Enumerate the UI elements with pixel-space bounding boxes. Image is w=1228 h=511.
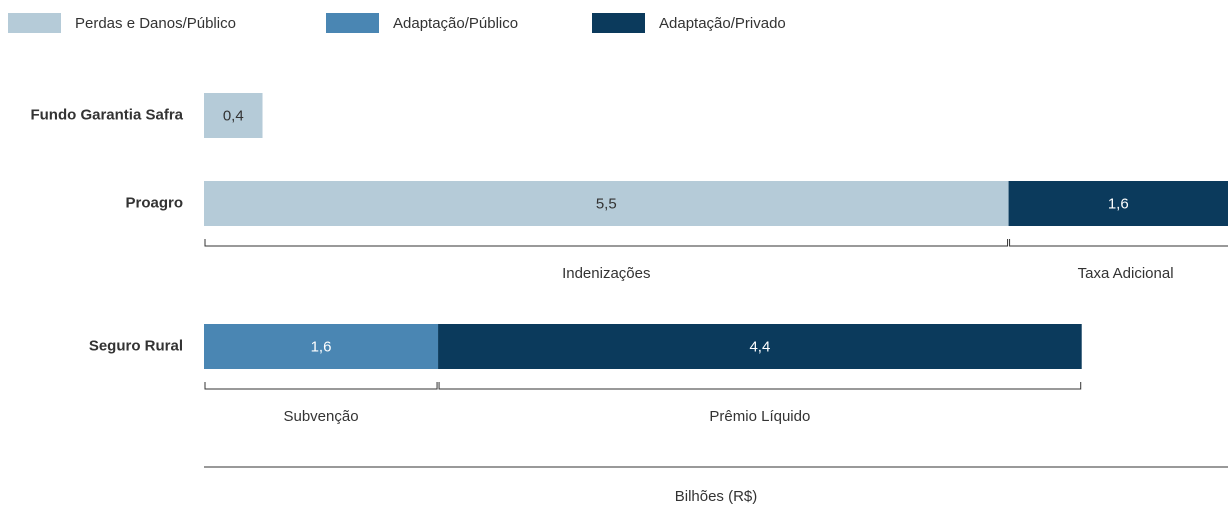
bracket (204, 239, 1009, 247)
value-label: 0,4 (223, 107, 244, 124)
legend-swatch (326, 13, 379, 33)
segment-label: Prêmio Líquido (709, 408, 810, 425)
bar-segment (204, 181, 1009, 226)
legend-label: Perdas e Danos/Público (75, 15, 236, 32)
value-label: 1,6 (311, 338, 332, 355)
x-axis-label: Bilhões (R$) (675, 488, 758, 505)
legend-swatch (8, 13, 61, 33)
bar-segment (438, 324, 1082, 369)
category-label: Proagro (125, 194, 183, 211)
segment-label: Subvenção (283, 408, 358, 425)
category-label: Fundo Garantia Safra (30, 106, 183, 123)
value-label: 5,5 (596, 195, 617, 212)
bracket (438, 382, 1082, 390)
value-label: 4,4 (749, 338, 770, 355)
value-label: 1,6 (1108, 195, 1129, 212)
legend-label: Adaptação/Público (393, 15, 518, 32)
legend-label: Adaptação/Privado (659, 15, 786, 32)
segment-label: Indenizações (562, 265, 650, 282)
bar-segment (204, 324, 439, 369)
bar-segment (204, 93, 263, 138)
segment-label: Taxa Adicional (1078, 265, 1174, 282)
legend-swatch (592, 13, 645, 33)
bracket (204, 382, 438, 390)
category-label: Seguro Rural (89, 337, 183, 354)
bar-segment (1008, 181, 1228, 226)
bracket (1009, 239, 1228, 247)
